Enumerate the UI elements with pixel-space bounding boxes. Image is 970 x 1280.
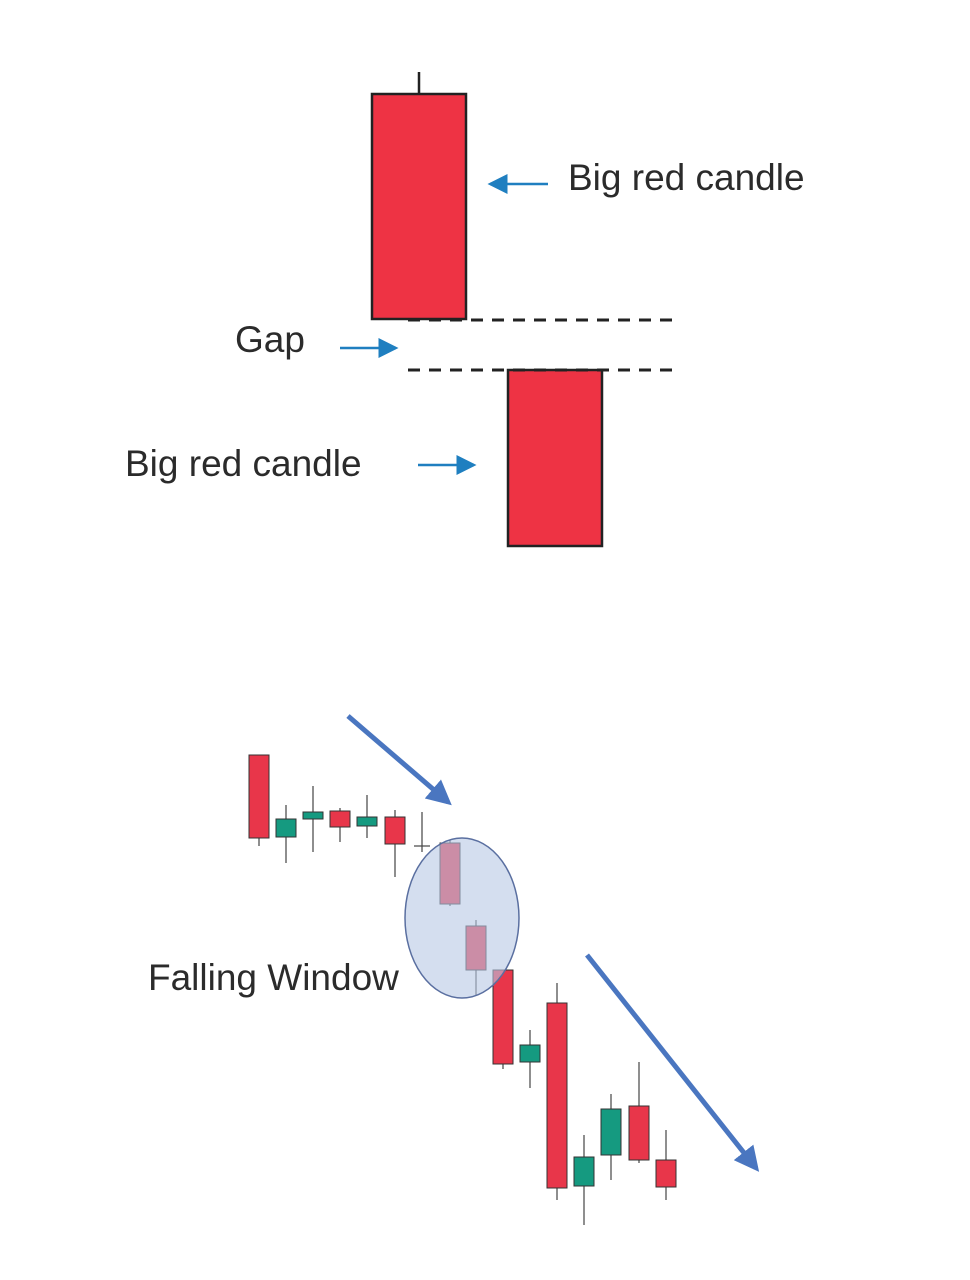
label: Gap [235, 319, 305, 360]
bottom-diagram: Falling Window [148, 714, 760, 1225]
candle [370, 92, 468, 321]
top-diagram: Big red candle Gap Big red candle [125, 72, 805, 548]
trend-arrow [346, 714, 452, 806]
candle [506, 368, 604, 548]
label: Big red candle [125, 443, 362, 484]
candles [248, 754, 677, 1225]
trend-arrow [585, 953, 760, 1172]
label: Falling Window [148, 957, 399, 998]
label: Big red candle [568, 157, 805, 198]
highlight [404, 837, 520, 999]
